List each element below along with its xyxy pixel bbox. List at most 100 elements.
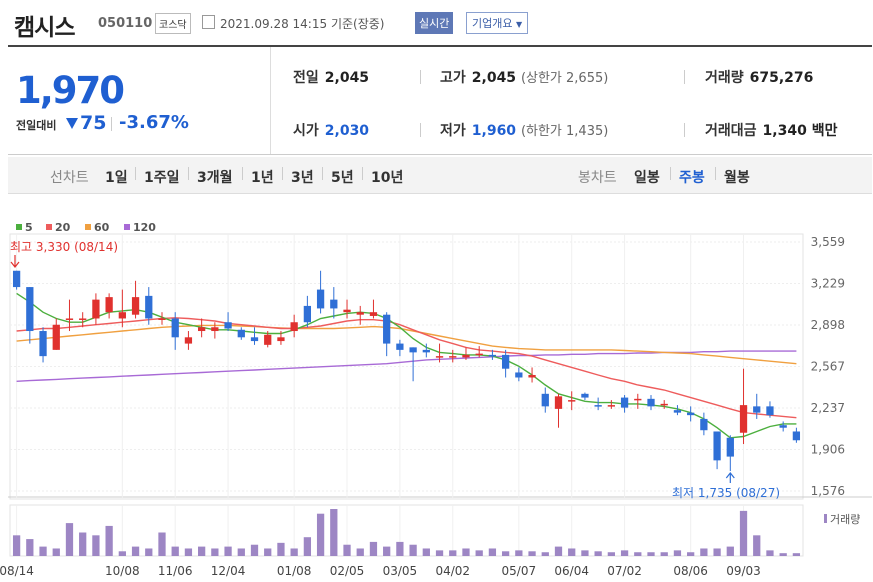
x-tick-label: 08/14 <box>0 564 34 578</box>
volume-bar <box>145 548 153 556</box>
stock-name: 캠시스 <box>14 15 75 41</box>
volume-bar <box>435 550 444 556</box>
volume-bar <box>554 546 563 556</box>
candle-body <box>687 412 695 416</box>
candle-body <box>396 343 404 350</box>
x-tick-label: 01/08 <box>277 564 312 578</box>
candle-body <box>726 437 734 457</box>
range-1y[interactable]: 1년 <box>251 170 274 186</box>
candle-body <box>330 299 338 309</box>
ma60-line <box>16 324 797 365</box>
x-tick-label: 07/02 <box>607 564 642 578</box>
x-tick-label: 10/08 <box>105 564 140 578</box>
quote-panel: 1,970 전일대비 75 -3.67% 전일 2,045 고가 2,045 (상한… <box>8 47 872 155</box>
prev-close: 전일 2,045 <box>293 70 370 86</box>
candle-body <box>792 431 801 441</box>
prev-diff-label: 전일대비 <box>16 119 57 132</box>
volume-bar <box>488 548 497 556</box>
candle-monthly[interactable]: 월봉 <box>724 170 750 186</box>
volume-bar <box>39 546 47 556</box>
volume-bar <box>634 552 642 556</box>
volume-bar <box>105 525 113 556</box>
candle-body <box>422 349 430 353</box>
candle-body <box>700 418 708 431</box>
candle-body <box>211 327 219 332</box>
candle-body <box>105 297 113 313</box>
range-1w[interactable]: 1주일 <box>144 170 180 186</box>
x-tick-label: 02/05 <box>330 564 365 578</box>
x-tick-label: 09/03 <box>726 564 761 578</box>
realtime-button[interactable]: 실시간 <box>415 12 454 34</box>
candle-body <box>383 314 391 344</box>
candle-body <box>449 356 457 358</box>
candle-body <box>158 318 166 320</box>
legend-swatch <box>85 224 91 230</box>
volume-bar <box>383 546 391 556</box>
volume-bar <box>528 551 536 556</box>
volume-bar <box>316 513 325 556</box>
y-tick-label: 3,559 <box>811 235 845 249</box>
volume-bar <box>700 548 708 556</box>
candle-daily[interactable]: 일봉 <box>634 170 660 186</box>
range-3y[interactable]: 3년 <box>291 170 314 186</box>
y-tick-label: 2,237 <box>811 401 845 415</box>
divider <box>8 45 872 47</box>
candle-body <box>131 297 140 315</box>
divider <box>322 167 323 180</box>
legend-label: 60 <box>94 221 110 234</box>
legend-label: 20 <box>55 221 71 234</box>
candle-body <box>607 405 615 407</box>
candle-body <box>554 396 563 409</box>
candle-body <box>488 354 497 357</box>
candle-weekly[interactable]: 주봉 <box>679 170 705 186</box>
range-1d[interactable]: 1일 <box>105 170 128 186</box>
range-5y[interactable]: 5년 <box>331 170 354 186</box>
low-annotation: 최저 1,735 (08/27) <box>672 486 780 500</box>
company-overview-button[interactable]: 기업개요 ▼ <box>466 12 529 34</box>
candle-body <box>343 309 351 313</box>
y-tick-label: 1,906 <box>811 443 845 457</box>
range-3m[interactable]: 3개월 <box>197 170 233 186</box>
volume-bar <box>739 510 748 556</box>
volume-bar <box>779 553 787 556</box>
candle-body <box>620 397 629 408</box>
volume-bar <box>158 532 166 556</box>
range-10y[interactable]: 10년 <box>371 170 404 186</box>
x-tick-label: 11/06 <box>158 564 193 578</box>
y-tick-label: 2,898 <box>811 318 845 332</box>
volume-bar <box>211 548 219 556</box>
candle-body <box>594 405 602 407</box>
candle-body <box>145 295 153 319</box>
candle-body <box>65 318 74 320</box>
volume-bar <box>792 553 801 556</box>
volume-bar <box>290 548 298 556</box>
divider <box>684 70 685 84</box>
candle-body <box>237 329 245 338</box>
price-change: 75 <box>80 112 107 134</box>
volume-bar <box>726 546 734 556</box>
volume-bar <box>79 532 87 556</box>
calendar-icon <box>202 15 215 29</box>
volume-bar <box>303 537 312 556</box>
y-tick-label: 1,576 <box>811 484 845 498</box>
volume-bar <box>396 541 404 556</box>
candle-chart-label: 봉차트 <box>578 170 617 186</box>
volume-bar <box>26 539 34 556</box>
candle-body <box>779 425 787 428</box>
volume-bar <box>171 546 179 556</box>
candle-body <box>475 353 483 356</box>
divider <box>670 167 671 180</box>
open-price: 시가 2,030 <box>293 123 370 139</box>
candle-body <box>713 431 721 461</box>
volume-bar <box>687 552 695 556</box>
volume-bar <box>607 552 615 556</box>
candle-body <box>435 356 444 358</box>
current-price: 1,970 <box>16 69 125 112</box>
volume-bar <box>330 509 338 556</box>
candle-body <box>290 322 298 332</box>
ma20-line <box>16 317 797 419</box>
candle-body <box>39 331 47 357</box>
volume-bar <box>131 546 140 556</box>
candle-body <box>277 337 285 342</box>
up-arrow-icon <box>725 472 735 483</box>
